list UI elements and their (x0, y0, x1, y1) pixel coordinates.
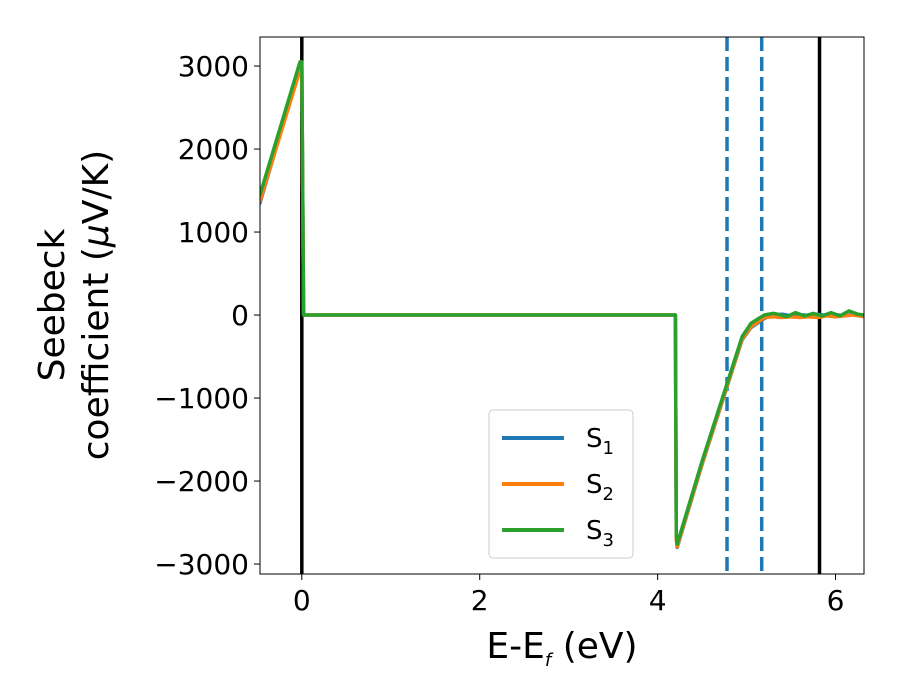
y-tick-label-1: 2000 (178, 133, 249, 166)
y-tick-label-3: 0 (231, 299, 249, 332)
y-tick-label-5: −2000 (154, 465, 249, 498)
y-axis-title-unit: V/K) (76, 150, 117, 224)
y-tick-label-4: −1000 (154, 382, 249, 415)
y-axis-title: Seebeck coefficient (μV/K) (32, 150, 117, 460)
series-line-s3 (260, 60, 864, 546)
x-tick-label-0: 0 (293, 584, 311, 617)
legend-label-s1: S1 (586, 424, 614, 459)
x-axis-title-sub: f (545, 650, 554, 671)
legend-label-s2: S2 (586, 470, 614, 505)
x-tick-label-2: 4 (649, 584, 667, 617)
plot-frame (259, 36, 865, 575)
y-axis-title-mu: μ (76, 224, 117, 248)
y-tick-label-6: −3000 (154, 548, 249, 581)
y-axis-title-line2: coefficient (μV/K) (76, 150, 117, 460)
y-tick-label-2: 1000 (178, 216, 249, 249)
legend: S1 S2 S3 (488, 409, 634, 559)
x-tick-label-1: 2 (471, 584, 489, 617)
y-axis-title-text: coefficient ( (76, 247, 117, 460)
x-axis-title: E-Ef (eV) (486, 626, 637, 671)
x-axis-title-main: E-E (486, 626, 544, 667)
legend-label-s3: S3 (586, 516, 614, 551)
x-tick-label-3: 6 (827, 584, 845, 617)
x-axis-title-unit: (eV) (551, 626, 637, 667)
y-axis-title-line1: Seebeck (32, 228, 73, 381)
y-tick-label-0: 3000 (178, 50, 249, 83)
